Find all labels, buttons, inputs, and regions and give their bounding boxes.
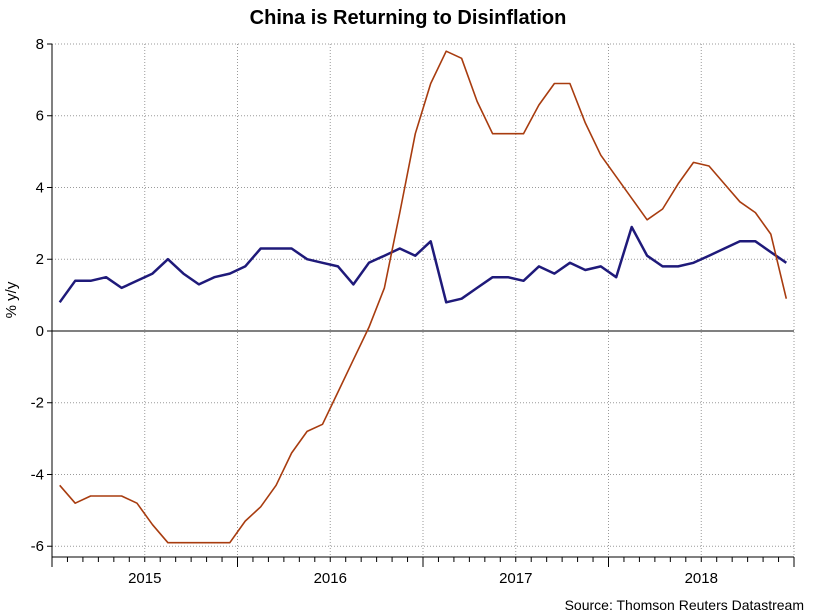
y-axis-label: % y/y xyxy=(3,281,20,318)
x-tick-label: 2016 xyxy=(314,570,347,587)
series-line-1 xyxy=(59,50,788,544)
y-tick-label: -4 xyxy=(31,466,44,483)
series-lines xyxy=(58,50,788,544)
y-tick-label: 6 xyxy=(36,108,44,125)
y-tick-label: 0 xyxy=(36,323,44,340)
axes: -6 -4 -2 0 2 4 6 8 2015 2016 2017 2018 xyxy=(31,36,795,587)
y-tick-label: -2 xyxy=(31,395,44,412)
y-tick-label: -6 xyxy=(31,538,44,555)
x-tick-label: 2018 xyxy=(685,570,718,587)
grid xyxy=(52,43,795,557)
x-tick-label: 2015 xyxy=(128,570,161,587)
x-tick-label: 2017 xyxy=(499,570,532,587)
source-note: Source: Thomson Reuters Datastream xyxy=(565,597,804,613)
series-line-0 xyxy=(58,225,788,304)
chart-title: China is Returning to Disinflation xyxy=(250,7,567,29)
y-tick-label: 8 xyxy=(36,36,44,53)
y-tick-label: 2 xyxy=(36,251,44,268)
y-tick-label: 4 xyxy=(36,179,44,196)
